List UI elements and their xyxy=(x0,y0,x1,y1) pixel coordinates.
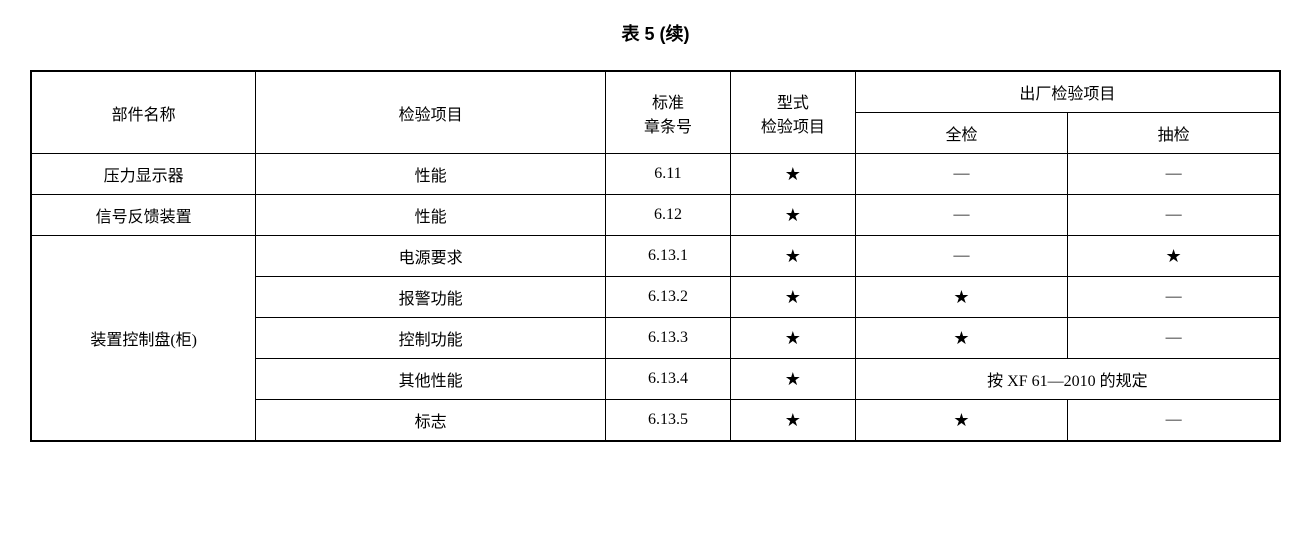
cell-clause: 6.11 xyxy=(606,154,731,195)
table-header: 部件名称 检验项目 标准 章条号 型式 检验项目 出厂检验项目 全检 抽检 xyxy=(31,71,1280,154)
cell-spot: — xyxy=(1068,318,1280,359)
cell-clause: 6.13.2 xyxy=(606,277,731,318)
cell-clause: 6.13.1 xyxy=(606,236,731,277)
header-type-line2: 检验项目 xyxy=(761,119,825,136)
cell-item: 控制功能 xyxy=(256,318,606,359)
cell-type: ★ xyxy=(730,154,855,195)
cell-full: — xyxy=(855,195,1067,236)
cell-type: ★ xyxy=(730,236,855,277)
cell-item: 电源要求 xyxy=(256,236,606,277)
cell-item: 性能 xyxy=(256,195,606,236)
cell-spot: — xyxy=(1068,277,1280,318)
cell-type: ★ xyxy=(730,400,855,442)
header-clause: 标准 章条号 xyxy=(606,71,731,154)
table-row: 压力显示器 性能 6.11 ★ — — xyxy=(31,154,1280,195)
inspection-table: 部件名称 检验项目 标准 章条号 型式 检验项目 出厂检验项目 全检 抽检 压力… xyxy=(30,70,1281,442)
cell-item: 报警功能 xyxy=(256,277,606,318)
header-type: 型式 检验项目 xyxy=(730,71,855,154)
header-full: 全检 xyxy=(855,113,1067,154)
cell-component: 装置控制盘(柜) xyxy=(31,236,256,442)
cell-spot: — xyxy=(1068,400,1280,442)
header-item: 检验项目 xyxy=(256,71,606,154)
header-type-line1: 型式 xyxy=(777,95,809,112)
cell-clause: 6.13.5 xyxy=(606,400,731,442)
table-title: 表 5 (续) xyxy=(30,20,1281,46)
cell-full: — xyxy=(855,154,1067,195)
cell-full: ★ xyxy=(855,277,1067,318)
cell-clause: 6.12 xyxy=(606,195,731,236)
cell-component: 压力显示器 xyxy=(31,154,256,195)
header-clause-line1: 标准 xyxy=(652,95,684,112)
cell-full: — xyxy=(855,236,1067,277)
cell-clause: 6.13.4 xyxy=(606,359,731,400)
table-body: 压力显示器 性能 6.11 ★ — — 信号反馈装置 性能 6.12 ★ — —… xyxy=(31,154,1280,442)
header-clause-line2: 章条号 xyxy=(644,119,692,136)
cell-type: ★ xyxy=(730,359,855,400)
cell-spot: — xyxy=(1068,195,1280,236)
cell-type: ★ xyxy=(730,277,855,318)
cell-spot: ★ xyxy=(1068,236,1280,277)
table-row: 信号反馈装置 性能 6.12 ★ — — xyxy=(31,195,1280,236)
cell-item: 性能 xyxy=(256,154,606,195)
header-component: 部件名称 xyxy=(31,71,256,154)
cell-item: 标志 xyxy=(256,400,606,442)
header-spot: 抽检 xyxy=(1068,113,1280,154)
cell-type: ★ xyxy=(730,318,855,359)
cell-clause: 6.13.3 xyxy=(606,318,731,359)
cell-full: ★ xyxy=(855,400,1067,442)
cell-full: ★ xyxy=(855,318,1067,359)
table-row: 装置控制盘(柜) 电源要求 6.13.1 ★ — ★ xyxy=(31,236,1280,277)
header-factory: 出厂检验项目 xyxy=(855,71,1280,113)
cell-type: ★ xyxy=(730,195,855,236)
cell-component: 信号反馈装置 xyxy=(31,195,256,236)
cell-merged: 按 XF 61—2010 的规定 xyxy=(855,359,1280,400)
header-row-1: 部件名称 检验项目 标准 章条号 型式 检验项目 出厂检验项目 xyxy=(31,71,1280,113)
cell-spot: — xyxy=(1068,154,1280,195)
cell-item: 其他性能 xyxy=(256,359,606,400)
